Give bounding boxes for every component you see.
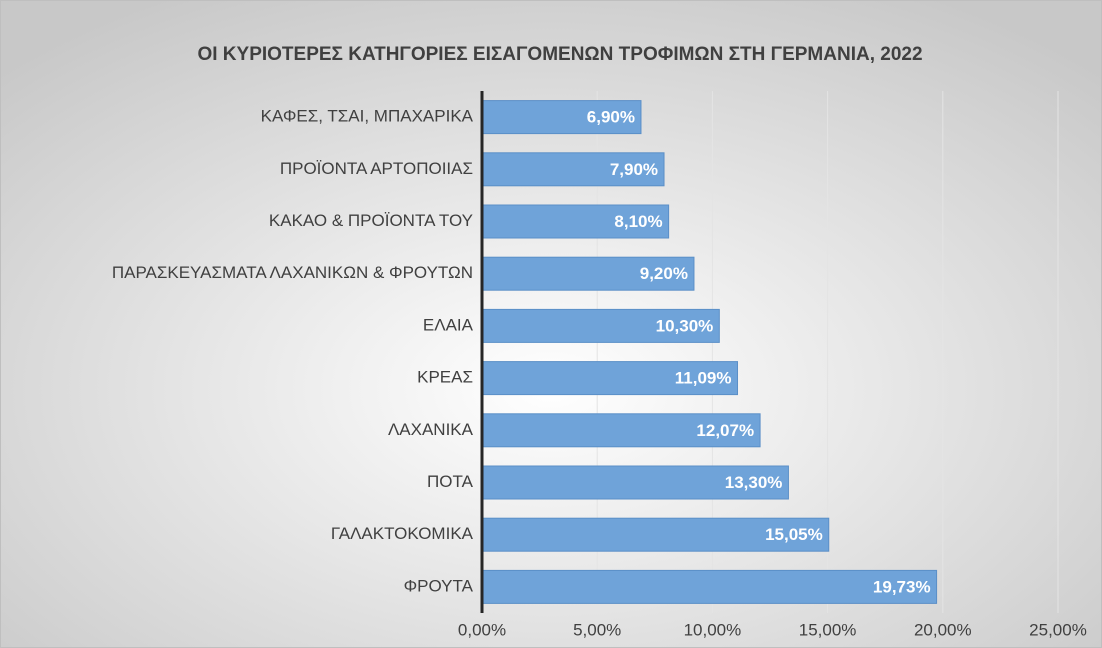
bar — [481, 308, 720, 343]
bar — [481, 152, 665, 187]
data-label: 15,05% — [765, 525, 823, 544]
x-tick-label: 0,00% — [458, 620, 506, 639]
data-label: 19,73% — [873, 577, 931, 596]
bar — [481, 256, 695, 291]
data-label: 10,30% — [656, 316, 714, 335]
bar — [481, 569, 938, 604]
x-tick-label: 25,00% — [1029, 620, 1087, 639]
bar — [481, 361, 739, 396]
y-tick-label: ΛΑΧΑΝΙΚΑ — [388, 420, 474, 439]
y-tick-label: ΚΑΚΑΟ & ΠΡΟΪΟΝΤΑ ΤΟΥ — [269, 211, 473, 230]
x-tick-label: 5,00% — [573, 620, 621, 639]
x-tick-label: 10,00% — [684, 620, 742, 639]
data-label: 6,90% — [587, 108, 635, 127]
y-tick-label: ΠΑΡΑΣΚΕΥΑΣΜΑΤΑ ΛΑΧΑΝΙΚΩΝ & ΦΡΟΥΤΩΝ — [112, 263, 473, 282]
y-tick-label: ΠΟΤΑ — [427, 472, 474, 491]
data-label: 9,20% — [640, 264, 688, 283]
data-label: 13,30% — [725, 473, 783, 492]
data-label: 12,07% — [696, 421, 754, 440]
chart-title: ΟΙ ΚΥΡΙΟΤΕΡΕΣ ΚΑΤΗΓΟΡΙΕΣ ΕΙΣΑΓΟΜΕΝΩΝ ΤΡΟ… — [197, 44, 922, 65]
y-tick-label: ΚΡΕΑΣ — [417, 368, 473, 387]
x-tick-label: 20,00% — [914, 620, 972, 639]
bar — [481, 465, 789, 500]
y-tick-label: ΠΡΟΪΟΝΤΑ ΑΡΤΟΠΟΙΙΑΣ — [280, 159, 473, 178]
y-tick-label: ΓΑΛΑΚΤΟΚΟΜΙΚΑ — [331, 524, 474, 543]
x-tick-label: 15,00% — [799, 620, 857, 639]
data-label: 7,90% — [610, 160, 658, 179]
data-label: 11,09% — [675, 369, 732, 388]
data-label: 8,10% — [614, 212, 662, 231]
bar — [481, 204, 670, 239]
bar — [481, 517, 830, 552]
y-tick-label: ΚΑΦΕΣ, ΤΣΑΙ, ΜΠΑΧΑΡΙΚΑ — [261, 107, 474, 126]
bar — [481, 413, 761, 448]
y-tick-label: ΦΡΟΥΤΑ — [404, 576, 474, 595]
y-tick-label: ΕΛΑΙΑ — [423, 315, 474, 334]
